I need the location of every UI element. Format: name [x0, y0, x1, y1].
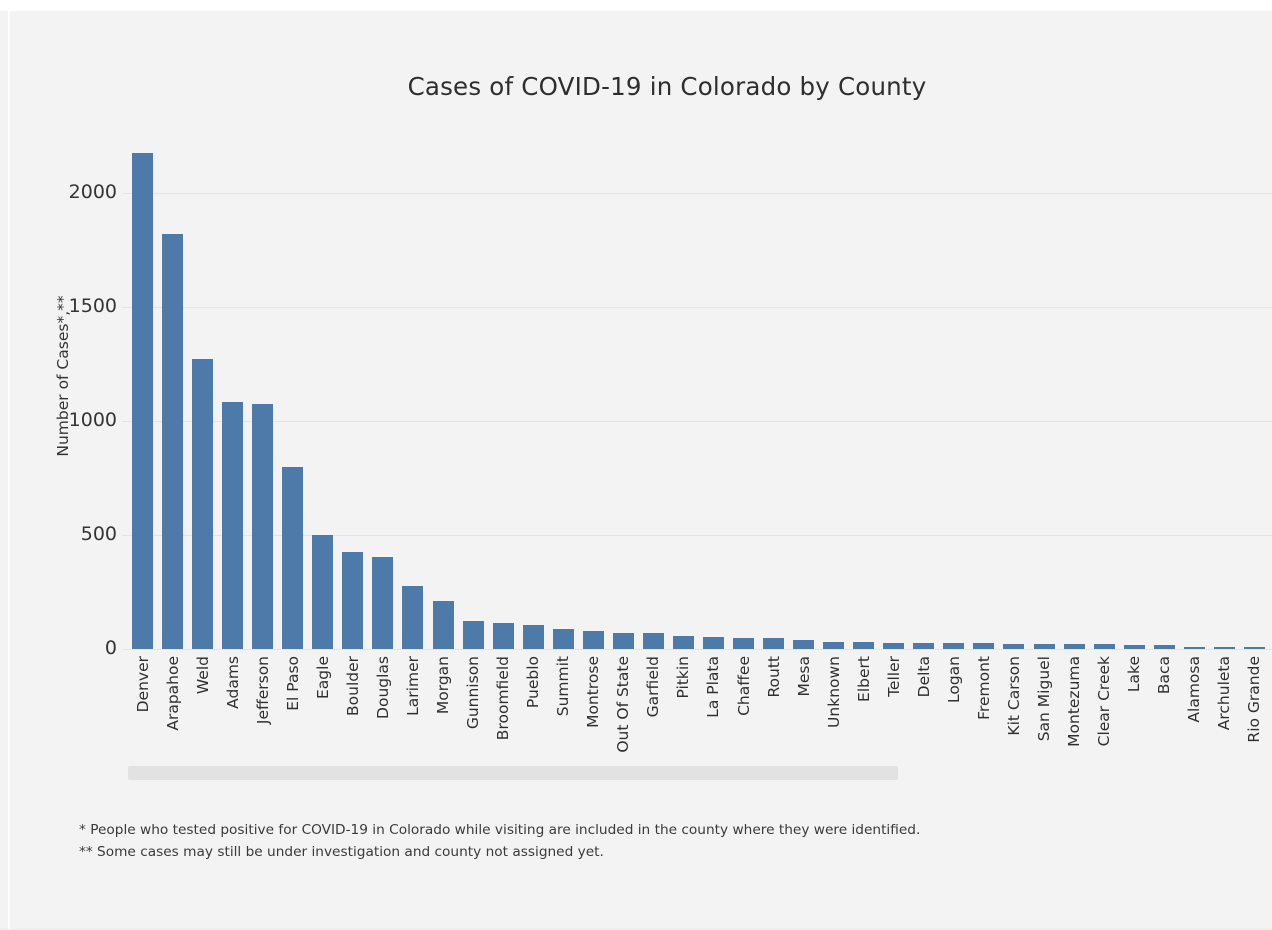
gridline-500 — [122, 535, 1272, 536]
bar-archuleta[interactable] — [1213, 647, 1235, 649]
bar-teller[interactable] — [883, 642, 905, 649]
bar-garfield[interactable] — [642, 632, 664, 649]
bar-eagle[interactable] — [312, 535, 334, 649]
x-label-rio-grande: Rio Grande — [1245, 656, 1264, 743]
footnotes: * People who tested positive for COVID-1… — [79, 819, 920, 863]
bar-alamosa[interactable] — [1183, 646, 1205, 649]
bar-fremont[interactable] — [973, 643, 995, 649]
bar-summit[interactable] — [552, 628, 574, 649]
bar-baca[interactable] — [1153, 645, 1175, 649]
y-tick-1500: 1500 — [68, 295, 117, 318]
bar-montezuma[interactable] — [1063, 643, 1085, 649]
bar-lake[interactable] — [1123, 644, 1145, 649]
bar-gunnison[interactable] — [462, 621, 484, 649]
footnote-1: * People who tested positive for COVID-1… — [79, 822, 921, 838]
bar-broomfield[interactable] — [492, 622, 514, 649]
bar-out-of-state[interactable] — [612, 632, 634, 649]
left-edge-line — [8, 11, 10, 929]
y-tick-2000: 2000 — [68, 181, 117, 204]
bar-routt[interactable] — [763, 638, 785, 649]
bar-jefferson[interactable] — [252, 403, 274, 649]
gridline-2000 — [122, 193, 1272, 194]
y-tick-500: 500 — [80, 523, 117, 546]
bar-unknown[interactable] — [823, 641, 845, 649]
y-axis-label: Number of Cases*,** — [54, 295, 72, 457]
bar-adams[interactable] — [222, 401, 244, 649]
bar-larimer[interactable] — [402, 586, 424, 649]
bar-delta[interactable] — [913, 642, 935, 649]
y-tick-1000: 1000 — [68, 409, 117, 432]
bar-san-miguel[interactable] — [1033, 643, 1055, 649]
gridline-0 — [122, 649, 1272, 650]
bar-boulder[interactable] — [342, 552, 364, 649]
bar-clear-creek[interactable] — [1093, 644, 1115, 649]
footnote-2: ** Some cases may still be under investi… — [79, 844, 604, 860]
bar-elbert[interactable] — [853, 642, 875, 649]
bar-chaffee[interactable] — [733, 637, 754, 649]
gridline-1500 — [122, 307, 1272, 308]
bar-rio-grande[interactable] — [1243, 647, 1265, 649]
bar-pitkin[interactable] — [672, 635, 694, 649]
chart-title: Cases of COVID-19 in Colorado by County — [407, 72, 927, 101]
bar-arapahoe[interactable] — [162, 234, 184, 649]
bar-weld[interactable] — [192, 359, 214, 649]
bar-morgan[interactable] — [432, 601, 454, 649]
bar-douglas[interactable] — [372, 557, 394, 649]
horizontal-scrollbar-thumb[interactable] — [128, 766, 898, 780]
bar-el-paso[interactable] — [282, 466, 304, 649]
bar-denver[interactable] — [132, 153, 153, 649]
bar-kit-carson[interactable] — [1003, 643, 1025, 649]
top-edge-strip — [0, 0, 1272, 11]
bar-mesa[interactable] — [793, 640, 815, 649]
gridline-1000 — [122, 421, 1272, 422]
bar-pueblo[interactable] — [522, 624, 544, 649]
bar-montrose[interactable] — [582, 630, 604, 649]
bar-la-plata[interactable] — [702, 637, 724, 649]
bar-logan[interactable] — [943, 643, 965, 649]
y-tick-0: 0 — [104, 637, 117, 660]
